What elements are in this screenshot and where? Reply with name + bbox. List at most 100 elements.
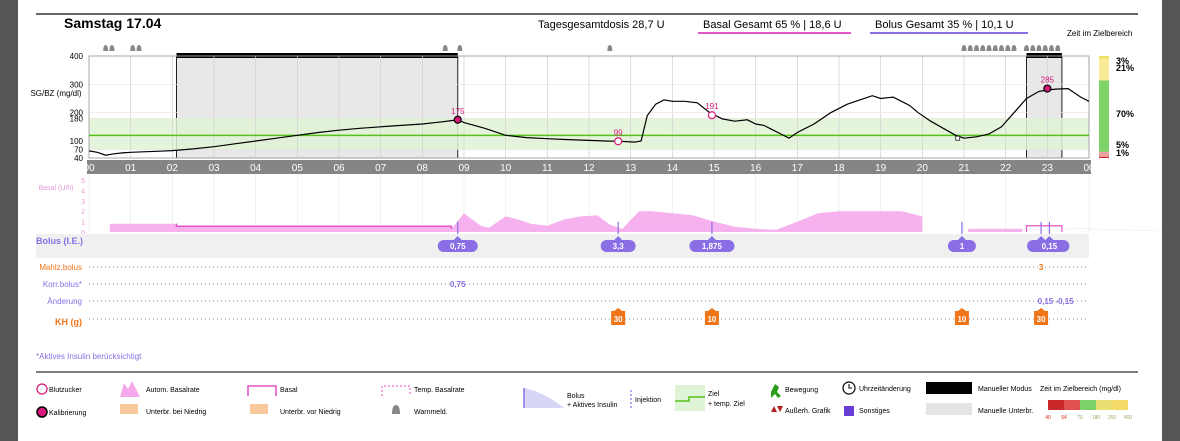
carbs-value: 10 xyxy=(707,315,716,324)
x-tick-label: 01 xyxy=(125,163,137,174)
bolus-marker xyxy=(1029,236,1070,252)
basal-legend-icon xyxy=(247,385,277,396)
range-legend-tick: 250 xyxy=(1108,415,1117,421)
legend-blutzucker: Blutzucker xyxy=(49,387,82,394)
carbs-value: 10 xyxy=(957,315,966,324)
legend-ausserh: Außerh. Grafik xyxy=(785,408,831,415)
glucose-plot-frame xyxy=(88,55,1090,159)
alert-bell-icon xyxy=(961,45,967,51)
x-tick-label: 19 xyxy=(875,163,887,174)
y-tick-label: 400 xyxy=(70,52,84,61)
legend-manuell-modus: Manueller Modus xyxy=(978,386,1032,393)
alert-bell-icon xyxy=(109,45,115,51)
alert-bell-icon xyxy=(986,45,992,51)
sonstiges-legend-icon xyxy=(844,406,854,416)
range-legend-tick: 70 xyxy=(1077,415,1083,421)
in-range-percent: 70% xyxy=(1116,109,1134,119)
alert-bell-icon xyxy=(1011,45,1017,51)
bolus-total-text: Bolus Gesamt 35 % | 10,1 U xyxy=(875,19,1014,31)
alert-bell-icon xyxy=(992,45,998,51)
active-insulin-curve xyxy=(618,227,764,232)
active-insulin-curve xyxy=(961,227,1108,232)
carbs-row-label: KH (g) xyxy=(55,317,82,327)
x-tick-label: 16 xyxy=(750,163,762,174)
manual-mode-bar xyxy=(176,53,458,58)
alert-bell-icon xyxy=(974,45,979,51)
unterbr-vor-legend-icon xyxy=(250,404,268,414)
alert-bell-icon xyxy=(980,45,986,51)
legend-autom-basal: Autom. Basalrate xyxy=(146,387,200,394)
carbs-marker xyxy=(611,308,626,325)
range-legend-segment xyxy=(1048,400,1064,410)
carbs-marker xyxy=(1034,308,1049,325)
manuell-unterbr-legend-icon xyxy=(926,403,972,415)
legend-temp-basal: Temp. Basalrate xyxy=(414,387,465,394)
bolus-value: 1 xyxy=(960,242,965,251)
auto-basal-area xyxy=(109,211,923,232)
x-tick-label: 14 xyxy=(667,163,679,174)
bg-reading-label: 175 xyxy=(451,107,465,116)
manual-basal-line xyxy=(1025,225,1063,232)
unterbr-niedrig-legend-icon xyxy=(120,404,138,414)
legend-warnmeld: Warnmeld. xyxy=(414,409,448,416)
basal-tick-label: 2 xyxy=(81,209,85,216)
x-tick-label: 08 xyxy=(417,163,429,174)
bolus-row-band xyxy=(36,234,1089,258)
range-legend-tick: 54 xyxy=(1061,415,1067,421)
alert-bell-icon xyxy=(607,45,613,51)
x-tick-label: 23 xyxy=(1042,163,1054,174)
legend-bewegung: Bewegung xyxy=(785,387,818,394)
basal-tick-label: 5 xyxy=(81,178,85,185)
legend-temp-ziel: + temp. Ziel xyxy=(708,401,745,408)
legend-basal: Basal xyxy=(280,387,298,394)
in-range-percent: 21% xyxy=(1116,63,1134,73)
bolus-value: 3,3 xyxy=(613,242,625,251)
alert-bell-icon xyxy=(136,45,142,51)
y-tick-label: 180 xyxy=(70,114,84,123)
bolus-marker xyxy=(437,236,478,252)
row-label-meal-bolus-label: Mahlz.bolus xyxy=(39,263,82,272)
in-range-segment xyxy=(1099,80,1109,152)
alert-bell-icon xyxy=(130,45,136,51)
legend-kalibrierung: Kalibrierung xyxy=(49,410,86,417)
active-insulin-curve xyxy=(711,227,858,232)
manual-mode-bar xyxy=(1026,53,1062,58)
alert-bell-icon xyxy=(1055,45,1061,51)
alert-bell-icon xyxy=(457,45,463,51)
x-tick-label: 06 xyxy=(333,163,345,174)
bolus-row-label: Bolus (I.E.) xyxy=(36,236,83,246)
y-tick-label: 200 xyxy=(70,109,84,118)
y-tick-label: 70 xyxy=(74,146,83,155)
x-tick-label: 15 xyxy=(708,163,720,174)
ziel-legend-band xyxy=(675,385,705,411)
calibration-point xyxy=(453,115,462,124)
daily-report-chart: Samstag 17.04 Tagesgesamtdosis 28,7 U Basa… xyxy=(30,13,1162,421)
alert-bell-icon xyxy=(999,45,1004,51)
bg-reading-label: 99 xyxy=(614,128,623,137)
legend-aktives-insulin: + Aktives Insulin xyxy=(567,402,617,409)
in-range-percent: 5% xyxy=(1116,140,1129,150)
range-legend-tick: 40 xyxy=(1045,415,1051,421)
x-tick-label: 12 xyxy=(583,163,595,174)
range-legend-segment xyxy=(1064,400,1080,410)
blutzucker-legend-icon xyxy=(36,383,48,395)
y-tick-label: 100 xyxy=(70,137,84,146)
x-tick-label: 20 xyxy=(917,163,929,174)
legend-unterbr-niedrig: Unterbr. bei Niedrig xyxy=(146,409,206,416)
x-tick-label: 04 xyxy=(250,163,262,174)
active-insulin-curve xyxy=(1041,227,1162,232)
x-tick-label: 21 xyxy=(958,163,970,174)
bewegung-legend-icon xyxy=(771,384,781,398)
x-tick-label: 05 xyxy=(292,163,304,174)
footnote-text: *Aktives Insulin berücksichtigt xyxy=(36,352,142,361)
in-range-segment xyxy=(1099,151,1109,157)
in-range-percent: 3% xyxy=(1116,56,1129,66)
x-axis-strip xyxy=(87,160,1091,174)
active-insulin-curve xyxy=(1049,227,1162,232)
x-tick-label: 22 xyxy=(1000,163,1012,174)
kalibrierung-legend-icon xyxy=(36,406,48,418)
ziel-legend-line xyxy=(675,396,705,402)
basal-tick-label: 1 xyxy=(81,220,85,227)
alert-bell-icon xyxy=(1005,45,1011,51)
x-tick-label: 09 xyxy=(458,163,470,174)
